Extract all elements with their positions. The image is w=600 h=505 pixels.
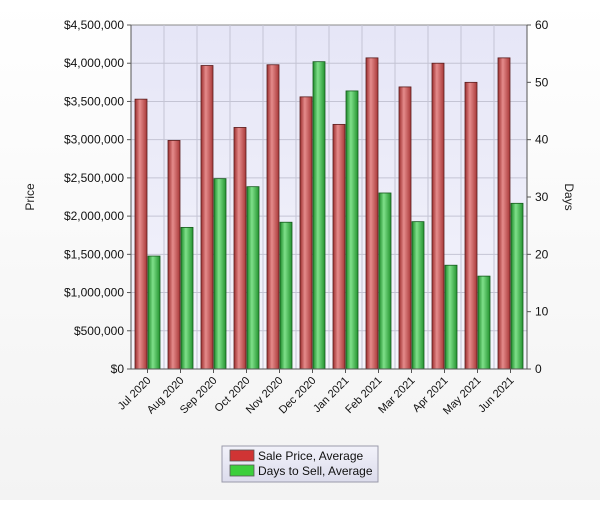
bar-days-to-sell	[213, 178, 227, 370]
bar-sale-price	[167, 140, 181, 370]
legend-label-sale-price: Sale Price, Average	[258, 449, 364, 463]
bar-sale-price	[299, 96, 313, 370]
bar-days-to-sell	[477, 275, 491, 370]
y2-tick-label: 30	[535, 190, 549, 204]
bar-days-to-sell	[444, 264, 458, 370]
y-tick-label: $2,500,000	[64, 171, 124, 185]
y-axis-label: Price	[23, 183, 37, 211]
bar-sale-price	[464, 81, 478, 370]
y2-tick-label: 20	[535, 247, 549, 261]
x-tick-label: Jun 2021	[476, 375, 516, 415]
y2-axis-label: Days	[562, 183, 576, 210]
y-tick-label: $4,500,000	[64, 18, 124, 32]
bar-days-to-sell	[378, 192, 392, 370]
bar-days-to-sell	[147, 255, 161, 370]
y2-tick-label: 0	[535, 362, 542, 376]
bar-sale-price	[266, 64, 280, 370]
bar-sale-price	[233, 127, 247, 370]
y-tick-label: $1,500,000	[64, 247, 124, 261]
bar-days-to-sell	[510, 202, 524, 370]
bar-sale-price	[398, 86, 412, 370]
y-tick-label: $1,000,000	[64, 286, 124, 300]
y2-tick-label: 60	[535, 18, 549, 32]
bar-days-to-sell	[279, 221, 293, 370]
bar-days-to-sell	[180, 226, 194, 370]
bar-sale-price	[365, 57, 379, 370]
legend-swatch-sale-price	[229, 449, 255, 462]
legend-label-days-to-sell: Days to Sell, Average	[258, 464, 373, 478]
y2-tick-label: 40	[535, 133, 549, 147]
bar-sale-price	[431, 62, 445, 370]
gridlines	[131, 25, 527, 369]
x-tick-label: Mar 2021	[376, 375, 417, 416]
bar-days-to-sell	[246, 186, 260, 370]
bar-sale-price	[134, 98, 148, 370]
y-tick-label: $3,500,000	[64, 94, 124, 108]
bar-days-to-sell	[345, 90, 359, 370]
bar-sale-price	[200, 65, 214, 370]
bar-days-to-sell	[411, 221, 425, 370]
bar-sale-price	[497, 57, 511, 370]
y-tick-label: $2,000,000	[64, 209, 124, 223]
y-tick-label: $4,000,000	[64, 56, 124, 70]
legend-swatch-days-to-sell	[229, 464, 255, 477]
y-tick-label: $3,000,000	[64, 133, 124, 147]
bar-sale-price	[332, 123, 346, 370]
bar-days-to-sell	[312, 61, 326, 370]
y2-tick-label: 50	[535, 75, 549, 89]
y-tick-label: $500,000	[74, 324, 124, 338]
bars	[134, 57, 524, 370]
y2-tick-label: 10	[535, 305, 549, 319]
y-tick-label: $0	[111, 362, 125, 376]
legend: Sale Price, Average Days to Sell, Averag…	[221, 445, 379, 483]
